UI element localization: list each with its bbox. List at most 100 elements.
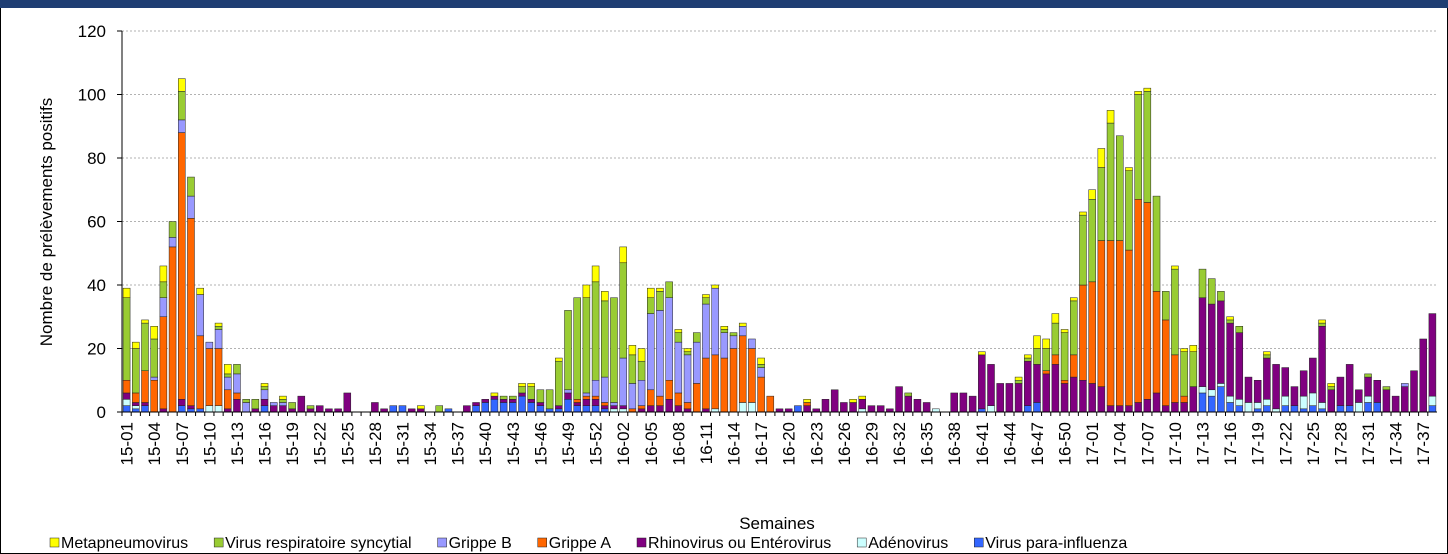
bar-segment <box>1198 297 1207 387</box>
bar-segment <box>1051 354 1060 365</box>
y-tick-label: 20 <box>87 340 106 359</box>
bar-segment <box>830 389 839 413</box>
x-tick-label: 16-29 <box>862 422 881 465</box>
bar-segment <box>490 399 499 413</box>
bar-segment <box>1207 395 1216 413</box>
bar-segment <box>499 395 508 400</box>
bar-segment <box>1263 399 1271 406</box>
bar-segment <box>656 405 664 413</box>
bar-segment <box>196 335 204 410</box>
bar-segment <box>233 364 241 375</box>
bar-segment <box>1161 291 1170 321</box>
x-tick-label: 16-38 <box>945 422 964 465</box>
bar-segment <box>564 389 572 394</box>
bar-segment <box>1364 373 1372 378</box>
y-tick-label: 40 <box>87 276 106 295</box>
bar-segment <box>1125 167 1133 171</box>
bar-segment <box>757 367 765 378</box>
bar-segment <box>1226 316 1234 321</box>
x-tick-label: 16-23 <box>807 422 826 465</box>
bar-segment <box>1180 395 1188 403</box>
bar-segment <box>435 405 443 413</box>
bar-segment <box>968 395 977 413</box>
bar-segment <box>1116 240 1124 406</box>
bar-segment <box>1235 332 1244 400</box>
bar-segment <box>260 383 269 387</box>
bar-segment <box>757 364 765 368</box>
bar-segment <box>132 348 140 394</box>
legend-label: Virus para-influenza <box>985 535 1127 552</box>
legend-label: Virus respiratoire syncytial <box>225 535 411 552</box>
bar-segment <box>1391 395 1400 413</box>
bar-segment <box>1198 386 1207 394</box>
x-tick-label: 15-07 <box>173 422 192 465</box>
bar-segment <box>1033 364 1041 403</box>
bar-segment <box>1042 348 1050 371</box>
bar-segment <box>132 392 140 403</box>
bar-segment <box>1272 364 1280 410</box>
bar-segment <box>141 405 149 413</box>
x-tick-label: 15-16 <box>256 422 275 465</box>
bar-segment <box>1428 313 1437 397</box>
legend-label: Adénovirus <box>868 535 948 552</box>
bar-segment <box>1106 240 1115 406</box>
bar-segment <box>279 395 287 400</box>
bar-segment <box>1217 386 1225 413</box>
bar-segment <box>1152 291 1161 394</box>
bar-segment <box>1106 122 1115 241</box>
bar-segment <box>1290 405 1299 413</box>
bar-segment <box>591 395 600 400</box>
bar-segment <box>1024 354 1032 359</box>
bar-segment <box>1253 402 1262 410</box>
bar-segment <box>527 402 535 413</box>
bar-segment <box>729 335 738 349</box>
bar-segment <box>499 399 508 403</box>
bar-segment <box>196 287 204 295</box>
bar-segment <box>168 221 177 238</box>
x-tick-label: 17-34 <box>1387 422 1406 465</box>
bar-segment <box>619 246 627 264</box>
bar-segment <box>1345 405 1354 413</box>
x-tick-label: 17-01 <box>1083 422 1102 465</box>
bar-segment <box>582 395 591 400</box>
bar-segment <box>1116 135 1124 241</box>
bar-segment <box>637 348 646 362</box>
bar-segment <box>1051 313 1060 324</box>
bar-segment <box>564 399 572 413</box>
bar-segment <box>738 326 747 337</box>
bar-segment <box>1318 402 1326 410</box>
x-tick-label: 16-41 <box>973 422 992 465</box>
bar-segment <box>1051 364 1060 413</box>
bar-segment <box>637 360 646 381</box>
bar-segment <box>214 405 223 413</box>
bar-segment <box>849 402 857 413</box>
bar-segment <box>766 395 775 413</box>
bar-segment <box>978 351 986 356</box>
bar-segment <box>1033 402 1041 413</box>
x-tick-label: 15-10 <box>200 422 219 465</box>
bar-segment <box>1143 87 1152 92</box>
bar-segment <box>269 405 278 413</box>
bar-segment <box>803 402 811 406</box>
bar-segment <box>1152 392 1161 413</box>
bar-segment <box>1299 370 1308 397</box>
bar-segment <box>1070 376 1078 413</box>
bar-segment <box>619 405 627 410</box>
bar-segment <box>1226 322 1234 397</box>
bar-segment <box>1217 383 1225 387</box>
bar-segment <box>1106 110 1115 124</box>
bar-segment <box>628 383 637 410</box>
bar-segment <box>683 348 692 352</box>
bar-segment <box>1281 405 1290 413</box>
x-tick-label: 15-25 <box>338 422 357 465</box>
bar-segment <box>922 402 931 413</box>
bar-segment <box>260 399 269 406</box>
bar-segment <box>1143 91 1152 203</box>
bar-segment <box>527 386 535 400</box>
bar-segment <box>1134 94 1142 200</box>
x-tick-label: 15-43 <box>504 422 523 465</box>
bar-segment <box>748 348 756 403</box>
bar-segment <box>1428 405 1437 413</box>
y-tick-label: 120 <box>78 22 106 41</box>
bar-segment <box>573 297 581 400</box>
